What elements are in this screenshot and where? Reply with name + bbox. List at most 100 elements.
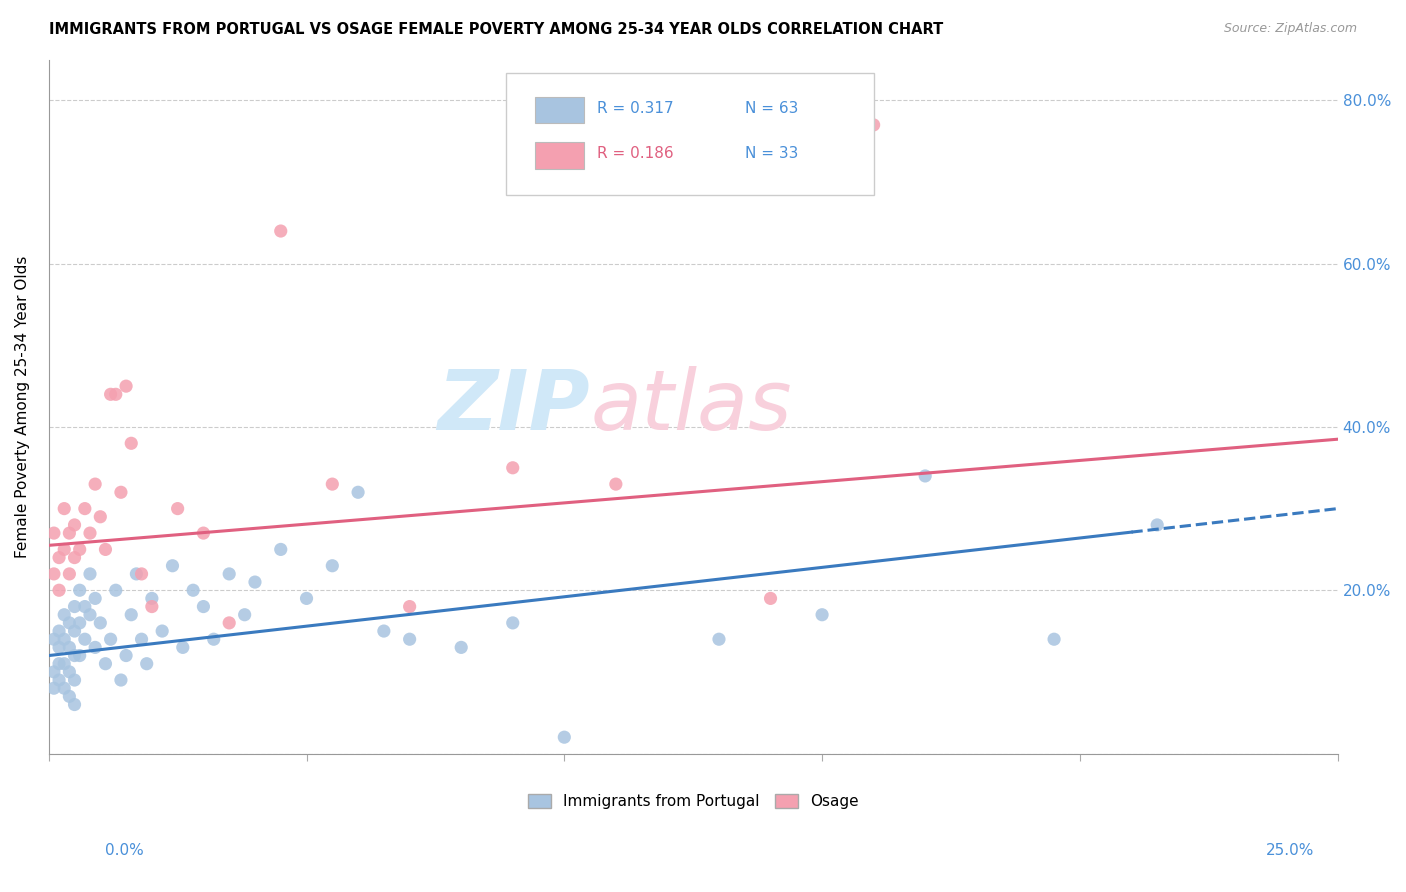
Point xyxy=(42,681,65,696)
Point xyxy=(707,632,730,647)
Point xyxy=(89,615,111,630)
Text: 0.0%: 0.0% xyxy=(105,843,145,858)
Point xyxy=(104,387,127,401)
Point xyxy=(42,566,65,581)
Point xyxy=(131,566,153,581)
Point xyxy=(69,583,91,598)
Point xyxy=(914,469,936,483)
Point xyxy=(373,624,395,638)
Point xyxy=(120,607,142,622)
Point xyxy=(120,436,142,450)
Point xyxy=(181,583,204,598)
Point xyxy=(115,648,138,663)
Point xyxy=(811,607,834,622)
Point xyxy=(110,673,132,687)
Point xyxy=(48,673,70,687)
Point xyxy=(63,648,86,663)
Point xyxy=(79,526,101,541)
Point xyxy=(73,501,96,516)
Point xyxy=(94,657,117,671)
Point xyxy=(862,118,884,132)
Point xyxy=(553,730,575,744)
Point xyxy=(193,599,215,614)
Point xyxy=(73,632,96,647)
Point xyxy=(84,477,107,491)
Point xyxy=(104,583,127,598)
Point xyxy=(63,599,86,614)
Point xyxy=(53,542,76,557)
Point xyxy=(48,657,70,671)
Point xyxy=(69,542,91,557)
Point xyxy=(759,591,782,606)
Point xyxy=(233,607,256,622)
Point xyxy=(58,640,80,655)
Point xyxy=(63,550,86,565)
Point xyxy=(321,477,343,491)
Point xyxy=(321,558,343,573)
Point xyxy=(270,542,292,557)
Point xyxy=(58,665,80,679)
Point xyxy=(100,632,122,647)
Point xyxy=(115,379,138,393)
Point xyxy=(58,690,80,704)
Point xyxy=(135,657,157,671)
Point xyxy=(53,632,76,647)
Point xyxy=(295,591,318,606)
Point xyxy=(202,632,225,647)
Text: Source: ZipAtlas.com: Source: ZipAtlas.com xyxy=(1223,22,1357,36)
Point xyxy=(63,698,86,712)
Text: 25.0%: 25.0% xyxy=(1267,843,1315,858)
Point xyxy=(502,460,524,475)
Point xyxy=(63,673,86,687)
Point xyxy=(605,477,627,491)
Point xyxy=(166,501,188,516)
Y-axis label: Female Poverty Among 25-34 Year Olds: Female Poverty Among 25-34 Year Olds xyxy=(15,255,30,558)
Point xyxy=(69,615,91,630)
Point xyxy=(53,681,76,696)
Bar xyxy=(534,97,583,123)
Point xyxy=(53,501,76,516)
Text: ZIP: ZIP xyxy=(437,366,591,447)
Point xyxy=(48,550,70,565)
Point xyxy=(63,624,86,638)
Point xyxy=(94,542,117,557)
Text: IMMIGRANTS FROM PORTUGAL VS OSAGE FEMALE POVERTY AMONG 25-34 YEAR OLDS CORRELATI: IMMIGRANTS FROM PORTUGAL VS OSAGE FEMALE… xyxy=(49,22,943,37)
Point xyxy=(48,624,70,638)
Point xyxy=(398,599,420,614)
Point xyxy=(79,607,101,622)
Bar xyxy=(534,142,583,169)
Point xyxy=(53,607,76,622)
Point xyxy=(110,485,132,500)
Point xyxy=(42,632,65,647)
Point xyxy=(1146,517,1168,532)
Point xyxy=(79,566,101,581)
Legend: Immigrants from Portugal, Osage: Immigrants from Portugal, Osage xyxy=(522,788,865,815)
Text: R = 0.317: R = 0.317 xyxy=(596,101,673,116)
Point xyxy=(243,575,266,590)
Point xyxy=(48,640,70,655)
Point xyxy=(141,599,163,614)
Point xyxy=(58,566,80,581)
Point xyxy=(125,566,148,581)
Text: N = 63: N = 63 xyxy=(745,101,799,116)
Point xyxy=(58,615,80,630)
Point xyxy=(347,485,370,500)
Point xyxy=(84,591,107,606)
Point xyxy=(63,517,86,532)
Point xyxy=(193,526,215,541)
Point xyxy=(502,615,524,630)
Point xyxy=(150,624,173,638)
Point xyxy=(141,591,163,606)
Point xyxy=(100,387,122,401)
Point xyxy=(218,615,240,630)
Point xyxy=(73,599,96,614)
Point xyxy=(1043,632,1066,647)
Point xyxy=(89,509,111,524)
Point xyxy=(42,665,65,679)
Point xyxy=(398,632,420,647)
Point xyxy=(48,583,70,598)
Text: atlas: atlas xyxy=(591,366,792,447)
Point xyxy=(450,640,472,655)
Text: R = 0.186: R = 0.186 xyxy=(596,145,673,161)
Point xyxy=(172,640,194,655)
